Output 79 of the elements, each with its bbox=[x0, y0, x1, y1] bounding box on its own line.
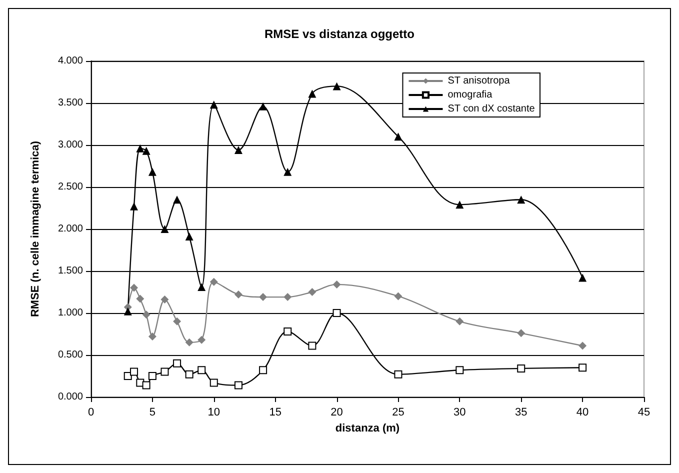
point bbox=[578, 364, 587, 372]
point bbox=[517, 364, 526, 372]
point bbox=[332, 82, 341, 90]
point bbox=[259, 366, 268, 374]
point bbox=[332, 280, 341, 288]
point bbox=[185, 370, 194, 378]
point bbox=[130, 284, 138, 292]
x-tick-label: 0 bbox=[88, 406, 94, 418]
x-tick-label: 35 bbox=[514, 406, 528, 418]
point bbox=[234, 381, 242, 390]
point bbox=[130, 368, 138, 376]
point bbox=[394, 132, 402, 141]
legend-label: ST con dX costante bbox=[448, 104, 536, 114]
point bbox=[456, 200, 464, 209]
point bbox=[284, 293, 292, 302]
y-tick-label: 1.000 bbox=[58, 308, 84, 318]
x-tick-label: 25 bbox=[392, 406, 404, 418]
point bbox=[185, 338, 194, 346]
x-tick-label: 5 bbox=[149, 406, 156, 418]
y-tick-label: 3.500 bbox=[58, 98, 84, 108]
point bbox=[148, 168, 156, 176]
point bbox=[394, 292, 402, 300]
point bbox=[456, 366, 464, 374]
x-tick-label: 10 bbox=[208, 406, 220, 418]
point bbox=[148, 372, 156, 380]
point bbox=[160, 225, 169, 233]
point bbox=[124, 307, 132, 316]
point bbox=[142, 146, 150, 155]
point bbox=[308, 288, 316, 296]
point bbox=[394, 370, 402, 378]
point bbox=[578, 274, 587, 282]
point bbox=[198, 282, 206, 291]
y-axis-title: RMSE (n. celle immagine termica) bbox=[30, 140, 42, 318]
point bbox=[136, 144, 144, 152]
point bbox=[259, 293, 268, 302]
x-tick-label: 45 bbox=[638, 406, 650, 418]
point bbox=[173, 317, 182, 326]
y-tick-label: 3.000 bbox=[58, 140, 84, 150]
legend-label: ST anisotropa bbox=[448, 76, 510, 86]
y-tick-label: 4.000 bbox=[58, 56, 84, 66]
chart-title: RMSE vs distanza oggetto bbox=[264, 27, 415, 41]
point bbox=[198, 336, 206, 344]
point bbox=[308, 90, 316, 98]
point bbox=[517, 196, 526, 204]
x-tick-label: 30 bbox=[454, 406, 466, 418]
point bbox=[173, 196, 182, 204]
point bbox=[210, 278, 218, 286]
point bbox=[259, 102, 268, 110]
point bbox=[148, 332, 156, 341]
y-tick-label: 0.000 bbox=[58, 392, 84, 402]
point bbox=[185, 232, 194, 241]
point bbox=[284, 327, 292, 336]
point bbox=[136, 294, 144, 303]
x-tick-label: 20 bbox=[330, 406, 343, 418]
point bbox=[210, 378, 218, 387]
point bbox=[210, 100, 218, 109]
y-tick-label: 1.500 bbox=[58, 266, 84, 276]
x-tick-label: 15 bbox=[269, 406, 282, 418]
y-tick-label: 2.000 bbox=[58, 224, 84, 234]
x-axis-title: distanza (m) bbox=[335, 422, 400, 434]
point bbox=[142, 310, 150, 319]
point bbox=[578, 342, 587, 350]
point bbox=[173, 359, 182, 368]
point bbox=[332, 309, 341, 317]
point bbox=[130, 202, 138, 210]
point bbox=[160, 368, 169, 376]
point bbox=[284, 168, 292, 176]
legend-label: omografia bbox=[448, 90, 493, 100]
y-tick-label: 0.500 bbox=[58, 350, 84, 360]
x-tick-label: 40 bbox=[576, 406, 589, 418]
point bbox=[198, 366, 206, 374]
point bbox=[234, 146, 242, 154]
point bbox=[160, 296, 169, 304]
point bbox=[456, 317, 464, 326]
point bbox=[517, 329, 526, 338]
y-tick-label: 2.500 bbox=[58, 182, 84, 192]
point bbox=[142, 381, 150, 390]
point bbox=[308, 342, 316, 350]
point bbox=[234, 290, 242, 299]
